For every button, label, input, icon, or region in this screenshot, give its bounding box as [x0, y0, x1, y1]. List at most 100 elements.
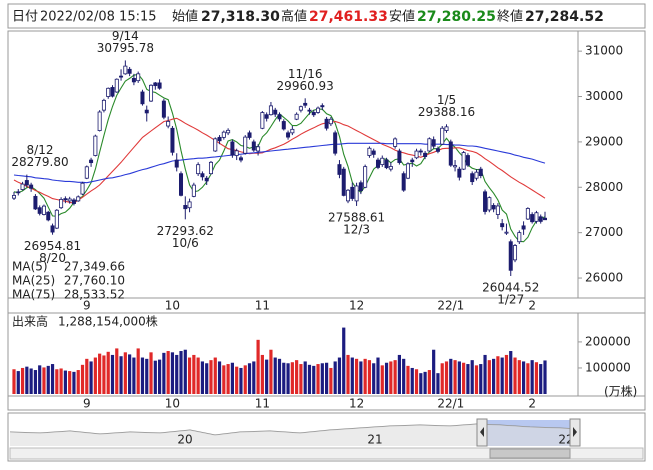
volume-bar — [474, 365, 479, 394]
annotation-price: 30795.78 — [97, 41, 154, 55]
volume-bar — [273, 357, 277, 394]
volume-bar — [256, 339, 260, 394]
candle-body — [495, 205, 500, 215]
volume-bar — [402, 358, 406, 394]
candle-body — [24, 180, 29, 186]
candle-body — [311, 112, 316, 116]
candle-body — [281, 121, 286, 130]
candle-body — [483, 191, 488, 212]
volume-bar — [110, 354, 115, 394]
volume-bar — [295, 360, 299, 394]
volume-bar — [226, 364, 230, 394]
candle-body — [153, 82, 158, 87]
volume-unit: (万株) — [604, 384, 637, 399]
candle-body — [298, 106, 303, 111]
candle-body — [196, 164, 201, 175]
volume-bar — [470, 360, 474, 394]
volume-bar — [432, 349, 436, 394]
candle-body — [20, 183, 25, 190]
candle-body — [367, 147, 372, 156]
candle-body — [234, 150, 239, 156]
candle-body — [204, 177, 209, 182]
candle-body — [448, 141, 453, 166]
volume-bar — [406, 365, 410, 394]
candle-body — [50, 225, 55, 233]
annotation-date: 8/12 — [27, 143, 54, 157]
volume-bar — [436, 373, 440, 394]
candle-body — [307, 109, 312, 112]
candle-body — [226, 129, 231, 134]
candle-body — [504, 231, 509, 234]
legend-value: 28,533.52 — [64, 288, 125, 302]
candle-body — [157, 82, 162, 89]
scrollbar[interactable] — [9, 447, 644, 460]
header-high: 27,461.33 — [309, 9, 388, 25]
candle-body — [170, 127, 175, 153]
volume-bar — [252, 361, 256, 394]
candle-body — [89, 159, 94, 164]
candle-body — [294, 113, 299, 120]
x-tick-label: 11 — [255, 299, 270, 313]
volume-bar — [320, 363, 324, 394]
volume-bar — [200, 361, 205, 394]
volume-bar — [260, 354, 264, 394]
header-low-label: 安値 — [389, 9, 415, 25]
candle-body — [183, 205, 188, 210]
annotation-date: 10/6 — [172, 236, 199, 250]
candle-body — [491, 205, 496, 210]
volume-bar — [414, 369, 419, 394]
volume-bar — [85, 358, 89, 394]
candle-body — [346, 189, 351, 202]
volume-bar — [50, 364, 55, 394]
volume-bar — [449, 358, 453, 394]
candle-body — [127, 68, 132, 74]
scrollbar-thumb[interactable] — [489, 448, 571, 459]
annotation-date: 12/3 — [343, 222, 370, 236]
volume-bar — [286, 363, 290, 394]
volume-bar — [33, 370, 38, 394]
x-tick-label: 10 — [165, 397, 180, 411]
volume-bar — [55, 369, 59, 394]
volume-bar — [187, 357, 192, 394]
annotation-price: 29960.93 — [277, 79, 334, 93]
volume-bar — [444, 361, 449, 394]
volume-latest: 1,288,154,000株 — [58, 314, 158, 329]
candle-body — [131, 77, 136, 83]
header-bar — [7, 3, 646, 29]
candle-body — [80, 182, 85, 195]
annotation-price: 26954.81 — [24, 239, 81, 253]
header-date-label: 日付 — [12, 10, 38, 25]
volume-bar — [282, 362, 286, 394]
volume-bar — [521, 361, 526, 394]
candle-body — [110, 87, 115, 97]
candle-body — [478, 168, 483, 177]
volume-bar — [140, 357, 145, 394]
volume-bar — [179, 351, 183, 394]
candle-body — [371, 150, 376, 155]
candle-body — [418, 150, 423, 153]
annotation-price: 28279.80 — [11, 155, 68, 169]
volume-bar — [192, 354, 196, 394]
volume-bar — [539, 364, 543, 394]
candle-body — [29, 184, 34, 189]
candle-body — [106, 87, 111, 97]
volume-bar — [265, 359, 269, 394]
candle-body — [16, 191, 21, 194]
volume-bar — [530, 360, 534, 394]
candle-body — [101, 99, 106, 111]
candle-body — [213, 138, 218, 152]
volume-bar — [384, 362, 389, 394]
volume-bar — [342, 327, 346, 394]
candle-body — [93, 135, 98, 156]
volume-bar — [423, 371, 427, 394]
candle-body — [375, 159, 380, 168]
x-axis-band-2 — [7, 395, 646, 411]
candle-body — [427, 138, 432, 152]
header-close: 27,284.52 — [525, 9, 604, 25]
volume-bar — [290, 362, 294, 394]
volume-bar — [316, 364, 320, 394]
candle-body — [354, 185, 359, 202]
volume-bar — [363, 358, 367, 394]
candle-body — [303, 102, 308, 106]
volume-bar — [410, 367, 414, 394]
